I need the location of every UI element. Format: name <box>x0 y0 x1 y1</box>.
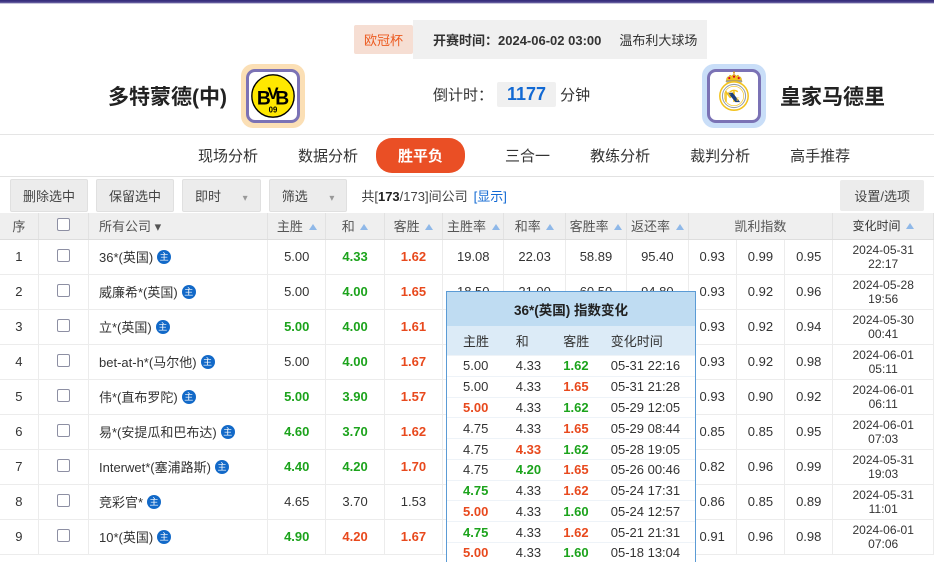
svg-text:C: C <box>728 91 731 96</box>
svg-text:F: F <box>736 97 739 103</box>
svg-text:09: 09 <box>269 106 278 115</box>
svg-text:V: V <box>267 84 278 103</box>
